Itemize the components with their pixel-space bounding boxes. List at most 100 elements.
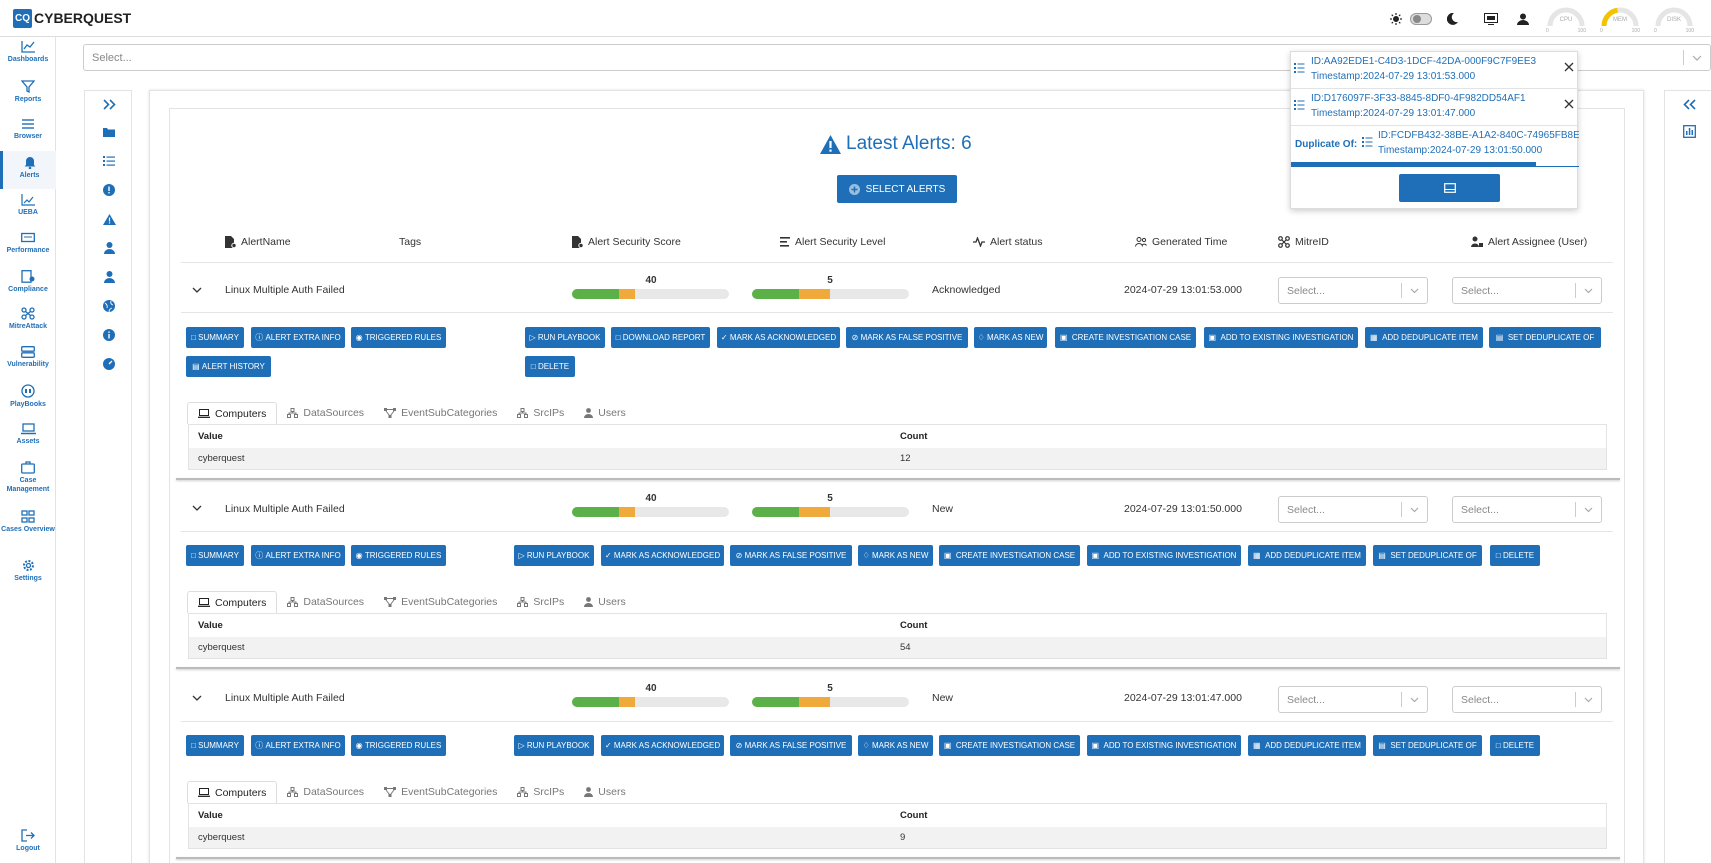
assignee-select[interactable]: Select...	[1452, 277, 1602, 304]
sidebar-item-case-management[interactable]: Case Management	[0, 461, 56, 494]
set-deduplicate-of-button[interactable]: ▤ SET DEDUPLICATE OF	[1373, 735, 1482, 756]
alert-extra-info-button[interactable]: ⓘ ALERT EXTRA INFO	[251, 327, 345, 348]
header-mitre[interactable]: MitreID	[1278, 236, 1329, 248]
duplicate-of-item[interactable]: Duplicate Of: ID:FCDFB432-38BE-A1A2-840C…	[1291, 126, 1579, 163]
triggered-rules-button[interactable]: ◉ TRIGGERED RULES	[351, 545, 446, 566]
header-status[interactable]: Alert status	[973, 236, 1043, 248]
tab-computers[interactable]: Computers	[187, 591, 278, 613]
mark-acknowledged-button[interactable]: ✓ MARK AS ACKNOWLEDGED	[601, 735, 724, 756]
logo[interactable]: CQ CYBERQUEST	[13, 8, 131, 28]
sidebar-item-compliance[interactable]: Compliance	[0, 270, 56, 294]
sidebar-item-performance[interactable]: Performance	[0, 232, 56, 255]
info-icon[interactable]	[101, 327, 117, 343]
delete-button[interactable]: □ DELETE	[1490, 735, 1540, 756]
tab-srcips[interactable]: SrcIPs	[507, 591, 574, 613]
sidebar-item-alerts[interactable]: Alerts	[0, 151, 56, 189]
mitre-select[interactable]: Select...	[1278, 277, 1428, 304]
summary-button[interactable]: □ SUMMARY	[186, 545, 244, 566]
list-icon[interactable]	[101, 153, 117, 169]
delete-button[interactable]: □ DELETE	[1490, 545, 1540, 566]
assignee-select[interactable]: Select...	[1452, 686, 1602, 713]
logout-button[interactable]: Logout	[0, 829, 56, 853]
add-deduplicate-item-button[interactable]: ▦ ADD DEDUPLICATE ITEM	[1365, 327, 1483, 348]
close-icon[interactable]	[1564, 99, 1574, 109]
summary-button[interactable]: □ SUMMARY	[186, 735, 244, 756]
sidebar-item-reports[interactable]: Reports	[0, 80, 56, 104]
chart-icon[interactable]	[1681, 123, 1697, 139]
header-time[interactable]: Generated Time	[1135, 236, 1227, 248]
sidebar-item-settings[interactable]: Settings	[0, 559, 56, 583]
tab-eventsubcategories[interactable]: EventSubCategories	[374, 402, 507, 424]
add-to-existing-investigation-button[interactable]: ▣ ADD TO EXISTING INVESTIGATION	[1087, 545, 1241, 566]
set-deduplicate-of-button[interactable]: ▤ SET DEDUPLICATE OF	[1489, 327, 1601, 348]
selected-alert-item[interactable]: ID:D176097F-3F33-8845-8DF0-4F982DD54AF1 …	[1291, 89, 1579, 126]
add-deduplicate-item-button[interactable]: ▦ ADD DEDUPLICATE ITEM	[1248, 545, 1366, 566]
create-investigation-case-button[interactable]: ▣ CREATE INVESTIGATION CASE	[1055, 327, 1196, 348]
header-assignee[interactable]: Alert Assignee (User)	[1471, 236, 1587, 248]
add-to-existing-investigation-button[interactable]: ▣ ADD TO EXISTING INVESTIGATION	[1204, 327, 1358, 348]
warning-icon[interactable]	[101, 211, 117, 227]
run-playbook-button[interactable]: ▷ RUN PLAYBOOK	[525, 327, 605, 348]
sidebar-item-ueba[interactable]: UEBA	[0, 194, 56, 217]
add-deduplicate-item-button[interactable]: ▦ ADD DEDUPLICATE ITEM	[1248, 735, 1366, 756]
mitre-select[interactable]: Select...	[1278, 686, 1428, 713]
sidebar-item-dashboards[interactable]: Dashboards	[0, 41, 56, 64]
header-tags[interactable]: Tags	[399, 236, 421, 248]
mark-acknowledged-button[interactable]: ✓ MARK AS ACKNOWLEDGED	[717, 327, 840, 348]
tab-srcips[interactable]: SrcIPs	[507, 781, 574, 803]
tab-users[interactable]: Users	[574, 402, 635, 424]
select-alerts-button[interactable]: SELECT ALERTS	[837, 175, 957, 203]
tab-datasources[interactable]: DataSources	[277, 781, 374, 803]
tab-computers[interactable]: Computers	[187, 781, 278, 803]
alert-extra-info-button[interactable]: ⓘ ALERT EXTRA INFO	[251, 545, 345, 566]
sidebar-item-playbooks[interactable]: PlayBooks	[0, 384, 56, 409]
expand-row-icon[interactable]	[191, 502, 203, 514]
add-to-existing-investigation-button[interactable]: ▣ ADD TO EXISTING INVESTIGATION	[1087, 735, 1241, 756]
mark-false-positive-button[interactable]: ⊘ MARK AS FALSE POSITIVE	[730, 545, 852, 566]
triggered-rules-button[interactable]: ◉ TRIGGERED RULES	[351, 327, 446, 348]
close-icon[interactable]	[1564, 62, 1574, 72]
create-investigation-case-button[interactable]: ▣ CREATE INVESTIGATION CASE	[939, 545, 1080, 566]
mitre-select[interactable]: Select...	[1278, 496, 1428, 523]
folder-icon[interactable]	[101, 124, 117, 140]
header-score[interactable]: Alert Security Score	[572, 236, 681, 248]
download-report-button[interactable]: □ DOWNLOAD REPORT	[611, 327, 710, 348]
tab-users[interactable]: Users	[574, 591, 635, 613]
tab-computers[interactable]: Computers	[187, 402, 278, 424]
alert-extra-info-button[interactable]: ⓘ ALERT EXTRA INFO	[251, 735, 345, 756]
user-icon[interactable]	[101, 240, 117, 256]
triggered-rules-button[interactable]: ◉ TRIGGERED RULES	[351, 735, 446, 756]
mark-false-positive-button[interactable]: ⊘ MARK AS FALSE POSITIVE	[846, 327, 968, 348]
mark-false-positive-button[interactable]: ⊘ MARK AS FALSE POSITIVE	[730, 735, 852, 756]
sidebar-item-mitreattack[interactable]: MitreAttack	[0, 307, 56, 331]
tab-eventsubcategories[interactable]: EventSubCategories	[374, 781, 507, 803]
tab-srcips[interactable]: SrcIPs	[507, 402, 574, 424]
delete-button[interactable]: □ DELETE	[525, 356, 575, 377]
sidebar-item-assets[interactable]: Assets	[0, 423, 56, 446]
alert-name[interactable]: Linux Multiple Auth Failed	[225, 692, 345, 704]
alert-history-button[interactable]: ▤ ALERT HISTORY	[186, 356, 271, 377]
globe-icon[interactable]	[101, 298, 117, 314]
exclamation-circle-icon[interactable]	[101, 182, 117, 198]
popup-action-button[interactable]	[1399, 174, 1500, 202]
set-deduplicate-of-button[interactable]: ▤ SET DEDUPLICATE OF	[1373, 545, 1482, 566]
run-playbook-button[interactable]: ▷ RUN PLAYBOOK	[514, 735, 594, 756]
selected-alert-item[interactable]: ID:AA92EDE1-C4D3-1DCF-42DA-000F9C7F9EE3 …	[1291, 52, 1579, 89]
mark-new-button[interactable]: ♢ MARK AS NEW	[858, 735, 933, 756]
alert-name[interactable]: Linux Multiple Auth Failed	[225, 503, 345, 515]
tab-users[interactable]: Users	[574, 781, 635, 803]
theme-toggle[interactable]	[1410, 12, 1432, 25]
tab-eventsubcategories[interactable]: EventSubCategories	[374, 591, 507, 613]
summary-button[interactable]: □ SUMMARY	[186, 327, 244, 348]
sidebar-item-browser[interactable]: Browser	[0, 118, 56, 141]
expand-panel-icon[interactable]	[101, 96, 117, 112]
mark-new-button[interactable]: ♢ MARK AS NEW	[974, 327, 1047, 348]
expand-row-icon[interactable]	[191, 284, 203, 296]
assignee-select[interactable]: Select...	[1452, 496, 1602, 523]
expand-row-icon[interactable]	[191, 692, 203, 704]
user-shield-icon[interactable]	[101, 269, 117, 285]
tab-datasources[interactable]: DataSources	[277, 402, 374, 424]
run-playbook-button[interactable]: ▷ RUN PLAYBOOK	[514, 545, 594, 566]
create-investigation-case-button[interactable]: ▣ CREATE INVESTIGATION CASE	[939, 735, 1080, 756]
user-icon[interactable]	[1514, 10, 1532, 28]
